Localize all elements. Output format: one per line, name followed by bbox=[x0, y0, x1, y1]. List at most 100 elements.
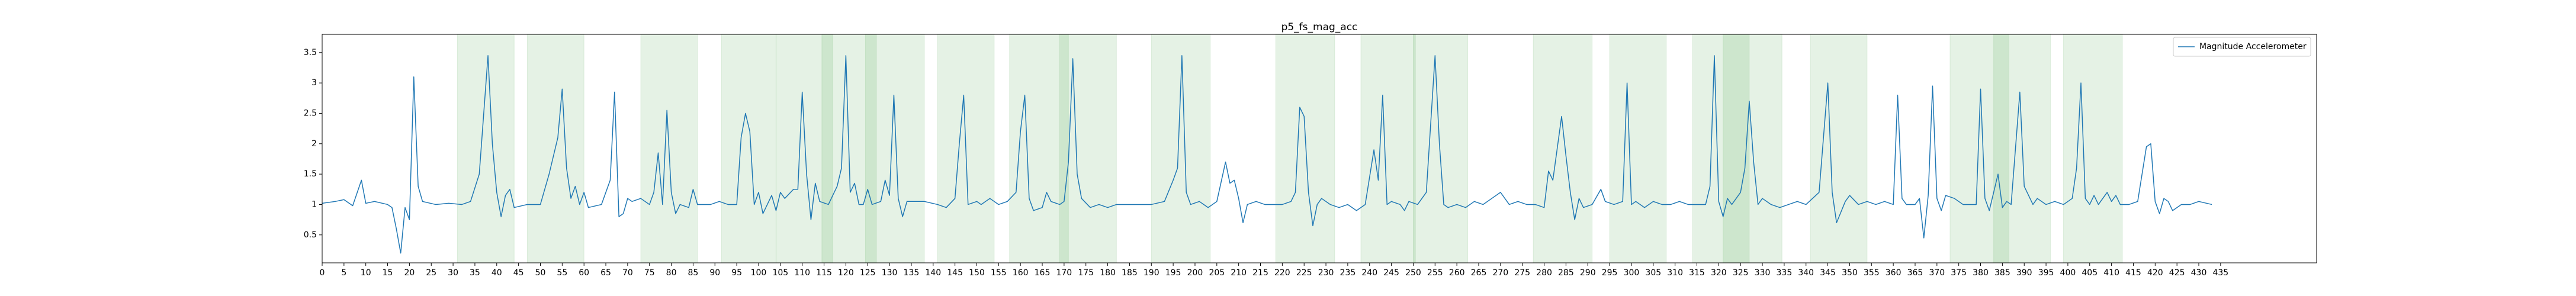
shaded-span bbox=[1949, 34, 2009, 263]
x-tick-label: 230 bbox=[1318, 268, 1334, 278]
shaded-span bbox=[1609, 34, 1667, 263]
legend-label: Magnitude Accelerometer bbox=[2199, 42, 2307, 52]
x-tick-label: 120 bbox=[838, 268, 854, 278]
x-tick-label: 325 bbox=[1733, 268, 1749, 278]
x-tick-label: 55 bbox=[557, 268, 567, 278]
x-tick-label: 335 bbox=[1777, 268, 1793, 278]
shaded-span bbox=[1360, 34, 1416, 263]
x-tick-label: 160 bbox=[1013, 268, 1029, 278]
x-tick-label: 315 bbox=[1689, 268, 1705, 278]
x-tick-label: 190 bbox=[1144, 268, 1159, 278]
x-tick-label: 40 bbox=[492, 268, 502, 278]
chart-title: p5_fs_mag_acc bbox=[1281, 21, 1358, 33]
x-tick-label: 45 bbox=[513, 268, 524, 278]
x-tick-label: 405 bbox=[2082, 268, 2098, 278]
x-tick-label: 200 bbox=[1187, 268, 1203, 278]
x-tick-label: 295 bbox=[1602, 268, 1618, 278]
x-tick-label: 280 bbox=[1536, 268, 1552, 278]
x-tick-label: 380 bbox=[1973, 268, 1989, 278]
x-tick-label: 360 bbox=[1886, 268, 1902, 278]
x-tick-label: 220 bbox=[1274, 268, 1290, 278]
x-tick-label: 25 bbox=[426, 268, 436, 278]
x-tick-label: 310 bbox=[1667, 268, 1683, 278]
data-line bbox=[322, 55, 2212, 254]
y-tick-label: 3 bbox=[311, 78, 317, 88]
x-tick-label: 10 bbox=[361, 268, 371, 278]
x-tick-label: 340 bbox=[1798, 268, 1814, 278]
shaded-span bbox=[1275, 34, 1335, 263]
x-tick-label: 345 bbox=[1820, 268, 1836, 278]
x-tick-label: 330 bbox=[1755, 268, 1771, 278]
x-tick-label: 400 bbox=[2060, 268, 2076, 278]
x-tick-label: 90 bbox=[709, 268, 720, 278]
x-tick-label: 70 bbox=[622, 268, 633, 278]
x-tick-label: 110 bbox=[794, 268, 810, 278]
x-tick-label: 290 bbox=[1580, 268, 1596, 278]
shaded-span bbox=[1692, 34, 1750, 263]
x-tick-label: 235 bbox=[1340, 268, 1356, 278]
x-tick-label: 125 bbox=[860, 268, 876, 278]
x-tick-label: 390 bbox=[2016, 268, 2032, 278]
x-tick-label: 385 bbox=[1994, 268, 2010, 278]
x-tick-label: 240 bbox=[1361, 268, 1377, 278]
shaded-span bbox=[1151, 34, 1211, 263]
x-tick-label: 250 bbox=[1405, 268, 1421, 278]
x-tick-label: 5 bbox=[341, 268, 346, 278]
x-tick-label: 395 bbox=[2038, 268, 2054, 278]
x-tick-label: 320 bbox=[1711, 268, 1727, 278]
x-tick-label: 15 bbox=[383, 268, 393, 278]
x-tick-label: 30 bbox=[448, 268, 458, 278]
x-tick-label: 195 bbox=[1165, 268, 1181, 278]
x-tick-label: 185 bbox=[1122, 268, 1138, 278]
x-tick-label: 350 bbox=[1842, 268, 1858, 278]
x-tick-label: 140 bbox=[925, 268, 941, 278]
x-tick-label: 145 bbox=[947, 268, 963, 278]
x-tick-label: 80 bbox=[666, 268, 677, 278]
x-tick-label: 435 bbox=[2212, 268, 2228, 278]
shaded-span bbox=[457, 34, 515, 263]
shaded-span bbox=[1059, 34, 1117, 263]
x-tick-label: 135 bbox=[904, 268, 920, 278]
x-tick-label: 365 bbox=[1907, 268, 1923, 278]
x-tick-label: 205 bbox=[1209, 268, 1225, 278]
shaded-span bbox=[1412, 34, 1469, 263]
x-tick-label: 155 bbox=[991, 268, 1007, 278]
x-tick-label: 370 bbox=[1929, 268, 1945, 278]
x-tick-label: 225 bbox=[1296, 268, 1312, 278]
x-tick-label: 65 bbox=[600, 268, 611, 278]
shaded-span bbox=[865, 34, 925, 263]
shaded-span bbox=[1810, 34, 1868, 263]
x-tick-label: 375 bbox=[1951, 268, 1967, 278]
x-tick-label: 260 bbox=[1449, 268, 1465, 278]
x-tick-label: 245 bbox=[1383, 268, 1399, 278]
y-tick-label: 2 bbox=[311, 139, 317, 149]
y-tick-label: 3.5 bbox=[304, 48, 317, 57]
x-tick-label: 415 bbox=[2125, 268, 2141, 278]
x-tick-label: 430 bbox=[2191, 268, 2207, 278]
x-tick-label: 35 bbox=[470, 268, 480, 278]
x-tick-label: 355 bbox=[1864, 268, 1880, 278]
y-tick-label: 1.5 bbox=[304, 169, 317, 179]
x-tick-label: 420 bbox=[2147, 268, 2163, 278]
x-tick-label: 60 bbox=[579, 268, 589, 278]
x-tick-label: 300 bbox=[1624, 268, 1640, 278]
x-tick-label: 170 bbox=[1056, 268, 1072, 278]
x-tick-label: 95 bbox=[731, 268, 742, 278]
x-tick-label: 75 bbox=[644, 268, 655, 278]
x-tick-label: 255 bbox=[1427, 268, 1443, 278]
x-tick-label: 175 bbox=[1078, 268, 1094, 278]
x-tick-label: 410 bbox=[2103, 268, 2119, 278]
y-tick-label: 1 bbox=[311, 200, 317, 209]
shaded-span bbox=[1533, 34, 1593, 263]
x-tick-label: 305 bbox=[1645, 268, 1661, 278]
spans bbox=[457, 34, 2123, 263]
shaded-span bbox=[721, 34, 776, 263]
x-tick-label: 165 bbox=[1035, 268, 1051, 278]
x-tick-label: 215 bbox=[1252, 268, 1268, 278]
x-tick-label: 285 bbox=[1558, 268, 1574, 278]
x-tick-label: 50 bbox=[535, 268, 546, 278]
x-tick-label: 425 bbox=[2169, 268, 2185, 278]
x-tick-label: 150 bbox=[969, 268, 985, 278]
x-tick-label: 275 bbox=[1514, 268, 1530, 278]
